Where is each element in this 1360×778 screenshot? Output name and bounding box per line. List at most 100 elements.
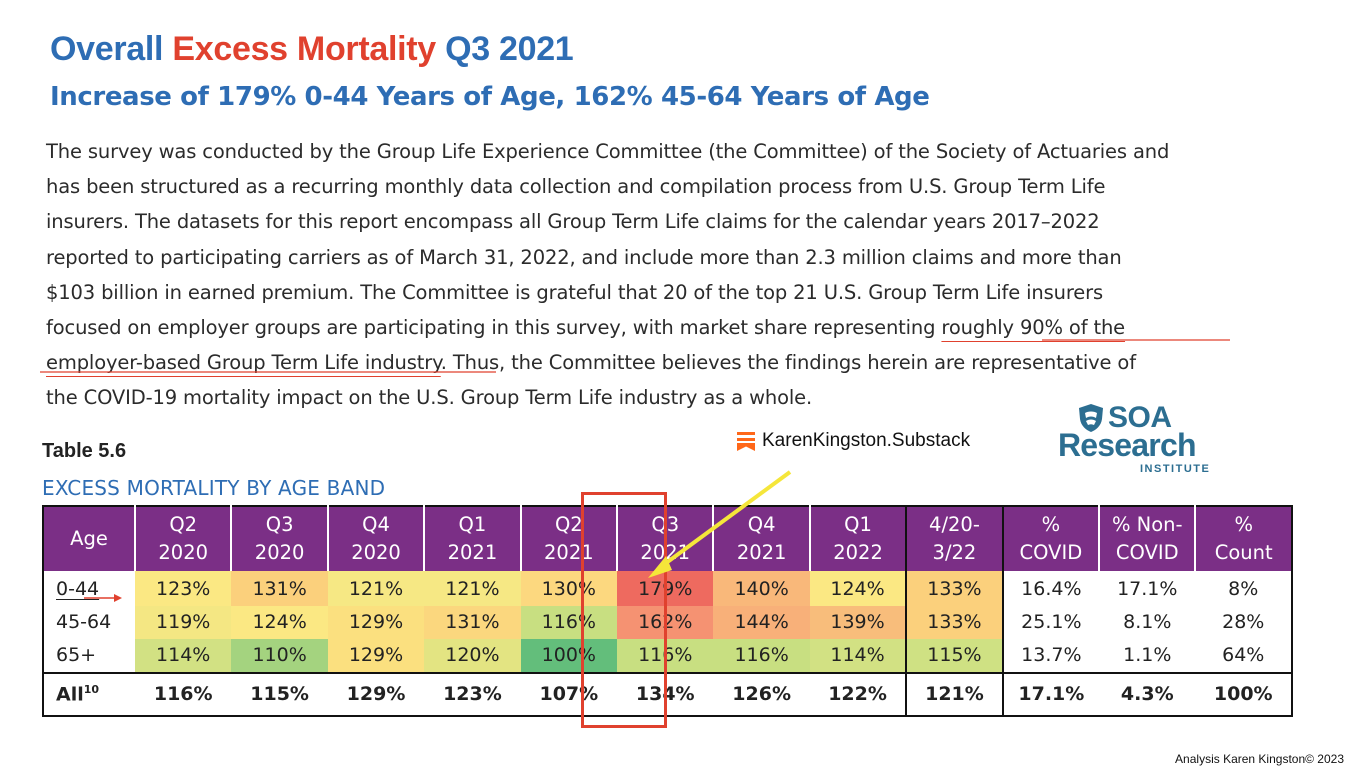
excess-value-cell: 114% <box>135 638 232 673</box>
highlighted-phrase: employer-based Group Term Life industry <box>46 351 441 375</box>
credit-text: KarenKingston.Substack <box>762 430 971 451</box>
page-subtitle: Increase of 179% 0-44 Years of Age, 162%… <box>50 82 930 112</box>
body-text-span: focused on employer groups are participa… <box>46 316 942 340</box>
header-line-2: 2020 <box>158 541 209 564</box>
excess-value-cell: 121% <box>905 671 1003 716</box>
body-line: insurers. The datasets for this report e… <box>46 210 1100 234</box>
footnote-marker: 10 <box>83 683 100 697</box>
substack-credit[interactable]: KarenKingston.Substack <box>736 430 970 452</box>
logo-soa-text: SOA <box>1108 401 1172 434</box>
header-line-1: Q1 <box>458 513 487 536</box>
age-band-cell: 0-44 <box>43 571 135 606</box>
header-cell: Q3 2020 <box>230 506 328 571</box>
header-cell: 4/20- 3/22 <box>905 506 1003 571</box>
excess-value-cell: 124% <box>809 571 907 606</box>
covid-pct-cell: 17.1% <box>1001 671 1100 716</box>
excess-value-cell: 162% <box>617 605 714 639</box>
header-line-2: 3/22 <box>932 541 977 564</box>
header-line-2: Count <box>1214 541 1273 564</box>
header-cell: Q1 2021 <box>423 506 521 571</box>
body-line: has been structured as a recurring month… <box>46 175 1106 199</box>
age-band-label: 0-44 <box>56 578 100 601</box>
table-row: 45-64 119% 124% 129% 131% 116% 162% 144% 139% 133… <box>43 605 1292 639</box>
header-line-2: 2021 <box>640 541 691 564</box>
excess-value-cell: 123% <box>135 571 232 606</box>
excess-value-cell: 133% <box>905 571 1003 606</box>
logo-research-text: Research <box>1058 427 1197 463</box>
header-line-1: Q3 <box>651 513 680 536</box>
header-line-1: Q3 <box>265 513 294 536</box>
excess-value-cell: 144% <box>713 605 810 639</box>
header-line-1: % Non- <box>1111 513 1183 536</box>
analysis-credit-footer: Analysis Karen Kingston© 2023 <box>1175 752 1344 766</box>
header-line-2: 2022 <box>833 541 883 564</box>
body-line: employer-based Group Term Life industry.… <box>46 345 1316 380</box>
header-cell: Q4 2020 <box>326 506 425 571</box>
excess-value-cell: 116% <box>135 671 232 716</box>
table-number: Table 5.6 <box>42 440 127 462</box>
excess-value-cell: 123% <box>424 671 521 716</box>
noncovid-pct-cell: 1.1% <box>1123 644 1172 667</box>
header-line-1: Age <box>70 527 108 550</box>
excess-value-cell: 124% <box>231 605 328 639</box>
excess-value-cell: 140% <box>713 571 810 606</box>
title-part-1: Overall <box>50 30 173 68</box>
excess-value-cell: 115% <box>231 671 328 716</box>
excess-value-cell: 139% <box>809 605 907 639</box>
excess-value-cell: 134% <box>617 671 714 716</box>
age-band-cell: 65+ <box>43 639 135 673</box>
header-line-1: Q2 <box>169 513 198 536</box>
title-part-3: Q3 2021 <box>435 30 574 68</box>
table-row: 0-44 123% 131% 121% 121% 130% 179% 140% 124% 133%… <box>43 571 1292 606</box>
body-line: reported to participating carriers as of… <box>46 245 1122 269</box>
body-text-span: . Thus, the Committee believes the findi… <box>440 351 1136 375</box>
age-band-label: 45-64 <box>56 611 112 634</box>
covid-pct-cell: 16.4% <box>1001 571 1100 606</box>
excess-value-cell: 119% <box>135 605 232 639</box>
body-line: the COVID-19 mortality impact on the U.S… <box>46 386 813 410</box>
excess-value-cell: 107% <box>520 671 618 716</box>
survey-description: The survey was conducted by the Group Li… <box>46 134 1316 416</box>
excess-value-cell: 116% <box>713 638 810 673</box>
logo-institute-text: INSTITUTE <box>1140 463 1211 475</box>
count-pct-cell: 28% <box>1222 611 1265 634</box>
excess-value-cell: 131% <box>424 605 521 639</box>
header-cell: % Count <box>1194 506 1292 571</box>
header-cell: Q2 2021 <box>519 506 618 571</box>
covid-pct-cell: 13.7% <box>1001 638 1100 673</box>
excess-value-cell: 131% <box>231 571 328 606</box>
table-row: 65+ 114% 110% 129% 120% 100% 116% 116% 114% 115% 1… <box>43 638 1292 673</box>
excess-value-cell: 129% <box>327 671 425 716</box>
table-total-row: All10 116% 115% 129% 123% 107% 134% 126% 122% 121… <box>43 671 1292 716</box>
header-line-2: COVID <box>1115 541 1179 564</box>
noncovid-pct-cell: 8.1% <box>1123 611 1172 634</box>
header-age: Age <box>43 506 135 571</box>
soa-logo-top: SOA <box>1078 402 1172 434</box>
substack-icon <box>737 432 755 451</box>
age-band-label: 65+ <box>56 644 97 667</box>
excess-value-cell: 120% <box>424 638 521 673</box>
age-band-cell: 45-64 <box>43 606 135 639</box>
excess-value-cell: 121% <box>327 571 425 606</box>
body-line: $103 billion in earned premium. The Comm… <box>46 280 1104 304</box>
covid-pct-cell: 25.1% <box>1001 605 1100 639</box>
header-line-2: 2020 <box>254 541 305 564</box>
count-pct-cell: 8% <box>1228 578 1259 601</box>
excess-value-cell: 114% <box>809 638 907 673</box>
excess-value-cell: 100% <box>520 638 618 673</box>
header-line-2: 2020 <box>351 541 401 564</box>
header-line-2: 2021 <box>447 541 498 564</box>
header-cell: Q2 2020 <box>133 506 232 571</box>
header-line-1: Q4 <box>747 513 776 536</box>
shield-icon <box>1079 404 1103 432</box>
excess-mortality-table: Age Q2 2020 Q3 2020 Q4 2020 Q1 2021 Q2 2021 Q3 2021 Q… <box>42 505 1293 717</box>
excess-value-cell: 130% <box>520 571 618 606</box>
header-cell: Q1 2022 <box>808 506 907 571</box>
excess-value-cell: 179% <box>617 571 714 606</box>
excess-value-cell: 116% <box>617 638 714 673</box>
excess-value-cell: 129% <box>327 605 425 639</box>
header-cell: % Non- COVID <box>1098 506 1196 571</box>
header-line-1: Q2 <box>554 513 583 536</box>
body-line: The survey was conducted by the Group Li… <box>46 140 1170 163</box>
table-header-row: Age Q2 2020 Q3 2020 Q4 2020 Q1 2021 Q2 2021 Q3 2021 Q… <box>43 506 1292 571</box>
